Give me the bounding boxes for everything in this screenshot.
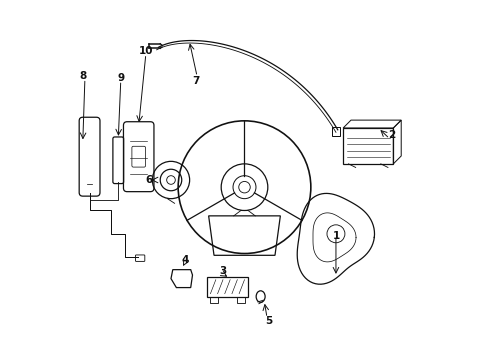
Text: 7: 7 <box>192 76 200 86</box>
Text: 5: 5 <box>264 316 272 326</box>
Text: 3: 3 <box>219 266 226 276</box>
Text: 6: 6 <box>145 175 153 185</box>
Text: 1: 1 <box>332 231 339 240</box>
Text: 9: 9 <box>117 73 124 83</box>
Text: 2: 2 <box>387 130 394 140</box>
Text: 8: 8 <box>80 71 86 81</box>
Text: 4: 4 <box>181 255 189 265</box>
Text: 10: 10 <box>139 46 153 56</box>
